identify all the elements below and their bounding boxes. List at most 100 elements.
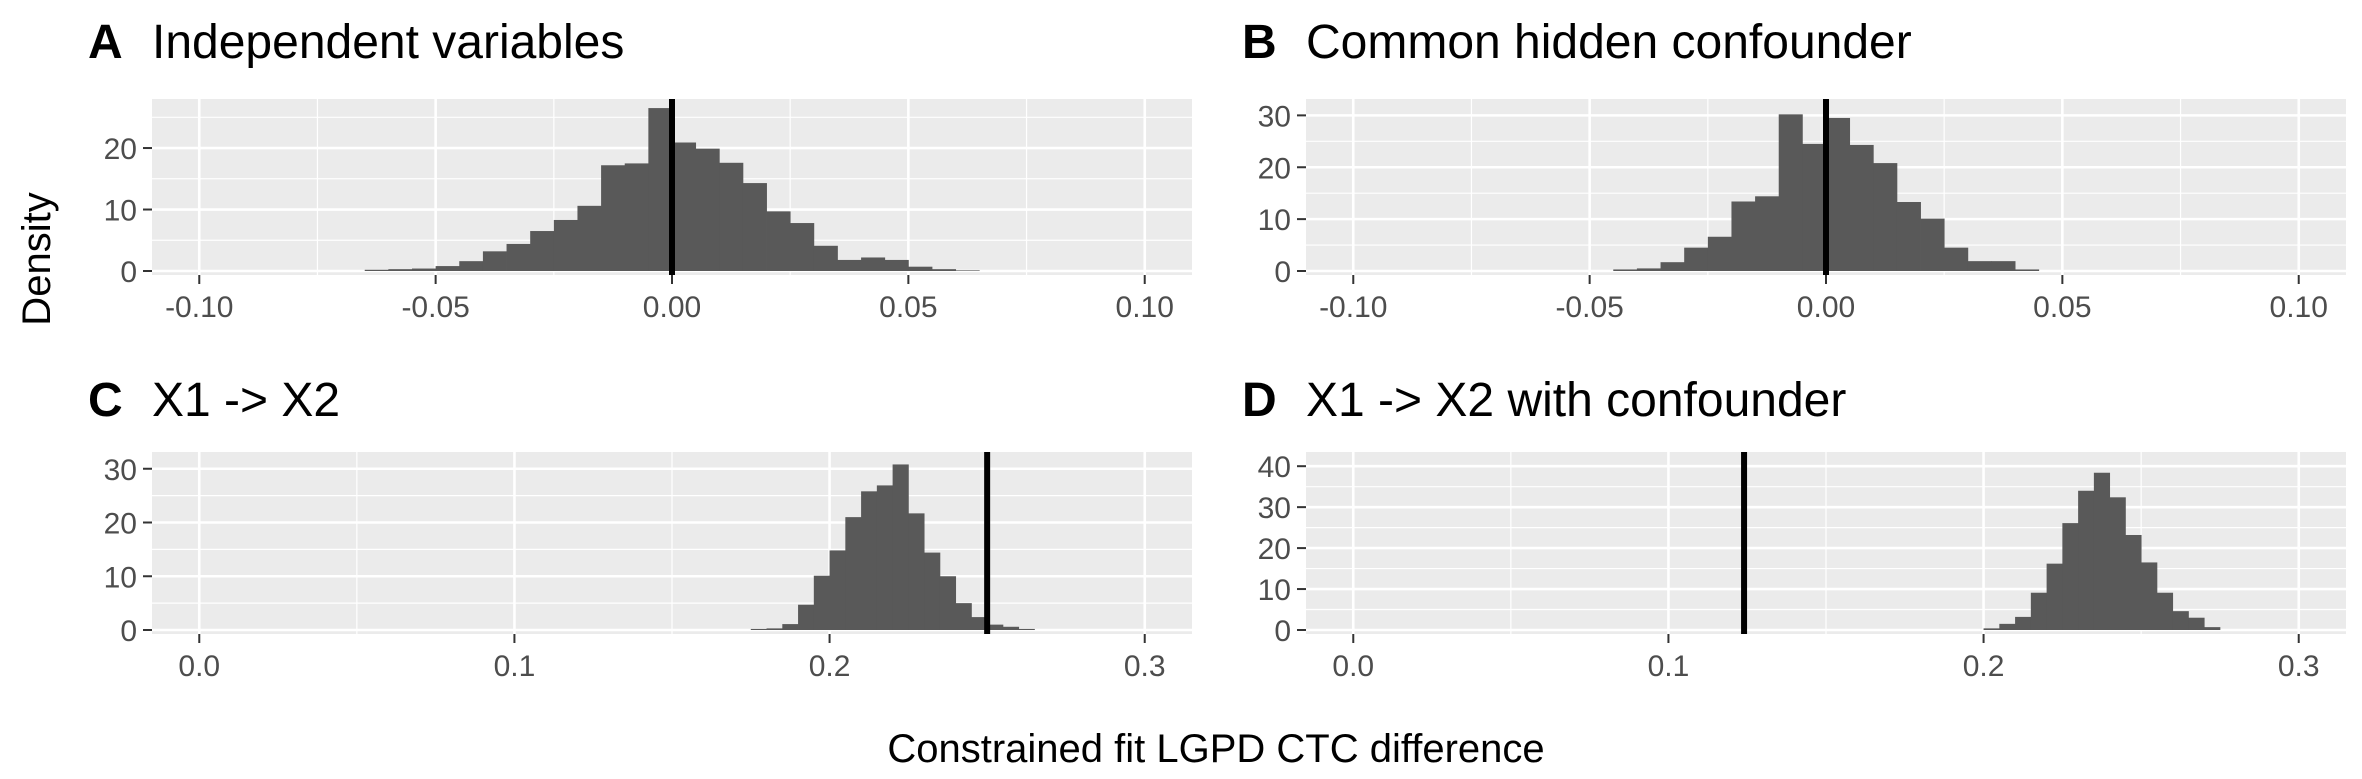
panel-a-histogram-bar [364, 269, 389, 271]
panel-d-histogram-bar [2204, 627, 2221, 630]
panel-d-x-tick-label: 0.3 [2278, 650, 2320, 683]
panel-a-histogram-bar [884, 259, 909, 271]
panel-c-y-tick-label: 0 [120, 615, 137, 648]
panel-c-histogram-bar [782, 624, 799, 630]
panel-a-x-tick-label: 0.05 [879, 291, 937, 324]
panel-d-y-tick-label: 0 [1274, 615, 1291, 648]
panel-a-histogram-bar [813, 245, 838, 271]
panel-c-histogram-bar [813, 575, 830, 630]
panel-c-histogram-bar [829, 550, 846, 630]
panel-b-x-tick-label: 0.00 [1797, 291, 1855, 324]
panel-a-histogram-bar [459, 261, 484, 271]
panel-a-histogram-bar [388, 269, 413, 271]
panel-d-histogram-bar [2125, 534, 2142, 630]
panel-d-x-tick-label: 0.0 [1332, 650, 1374, 683]
panel-b-histogram-bar [1731, 201, 1756, 271]
panel-b: 0 10 20 30 -0.10 -0.05 0.00 0.05 0.10 B Common hid… [1242, 16, 2346, 324]
panel-b-histogram-bar [1920, 218, 1945, 271]
panel-a-y-tick-label: 0 [120, 256, 137, 289]
panel-a-histogram-bar [861, 257, 886, 271]
panel-b-y-tick-label: 30 [1258, 100, 1291, 133]
panel-c-x-tick-label: 0.2 [809, 650, 851, 683]
panel-a-histogram-bar [412, 268, 437, 271]
panel-a-histogram-bar [837, 259, 862, 271]
panel-b-histogram-bar [1991, 261, 2016, 271]
panel-c-histogram-bar [908, 513, 925, 630]
panel-b-title: Common hidden confounder [1306, 16, 1912, 69]
panel-a-histogram-bar [530, 231, 555, 271]
panel-d-histogram-bar [1983, 628, 2000, 630]
panel-b-histogram-bar [1707, 236, 1732, 271]
panel-d-histogram-bar [2093, 472, 2111, 630]
panel-b-histogram-bar [1896, 202, 1921, 271]
panel-a-title: Independent variables [152, 16, 624, 69]
panel-b-histogram-bar [1967, 261, 1992, 271]
panel-c-histogram-bar [1018, 628, 1035, 630]
panel-b-x-tick-label: -0.05 [1555, 291, 1623, 324]
x-axis-label: Constrained fit LGPD CTC difference [887, 727, 1544, 771]
panel-d-letter: D [1242, 374, 1277, 427]
panel-b-histogram-bar [1755, 196, 1780, 271]
panel-d-histogram-bar [2172, 611, 2189, 630]
panel-a-histogram-bar [742, 183, 767, 271]
panel-c-y-tick-label: 20 [104, 508, 137, 541]
panel-d-histogram-bar [1999, 623, 2016, 630]
panel-b-histogram-bar [1849, 144, 1874, 271]
panel-c-histogram-bar [939, 576, 957, 630]
panel-d: 0 10 20 30 40 0.0 0.1 0.2 0.3 D X1 -> X2 with conf… [1242, 374, 2346, 683]
panel-b-x-tick-label: 0.10 [2270, 291, 2328, 324]
panel-b-histogram-bar [1944, 247, 1969, 271]
panel-a-histogram-bar [955, 270, 980, 271]
panel-a-histogram-bar [482, 251, 507, 271]
panel-a-y-tick-label: 20 [104, 133, 137, 166]
panel-a-y-tick-label: 10 [104, 195, 137, 228]
panel-b-histogram-bar [1826, 117, 1851, 271]
panel-d-histogram-bar [2156, 592, 2174, 630]
panel-b-y-tick-label: 10 [1258, 204, 1291, 237]
panel-c-letter: C [88, 374, 123, 427]
panel-c: 0 10 20 30 0.0 0.1 0.2 0.3 C X1 -> X2 [88, 374, 1192, 683]
panel-c-histogram-bar [987, 624, 1004, 630]
panel-a-x-tick-label: 0.10 [1116, 291, 1174, 324]
panel-c-y-tick-label: 30 [104, 454, 137, 487]
panel-c-histogram-bar [750, 628, 767, 630]
panel-c-histogram-bar [924, 552, 941, 630]
panel-a-x-tick-label: -0.05 [401, 291, 469, 324]
panel-d-y-tick-label: 10 [1258, 574, 1291, 607]
panel-b-histogram-bar [2015, 269, 2040, 271]
panel-a-histogram-bar [766, 211, 791, 271]
panel-c-histogram-bar [955, 603, 972, 630]
panel-b-letter: B [1242, 16, 1277, 69]
panel-c-y-tick-label: 10 [104, 561, 137, 594]
panel-c-histogram-bar [766, 628, 783, 630]
panel-a: 0 10 20 -0.10 -0.05 0.00 0.05 0.10 A Independent … [88, 16, 1192, 324]
panel-a-x-tick-label: -0.10 [165, 291, 233, 324]
panel-d-histogram-bar [2046, 563, 2063, 630]
panel-c-histogram-bar [861, 491, 878, 630]
panel-a-histogram-bar [932, 269, 957, 271]
panel-b-y-tick-label: 20 [1258, 152, 1291, 185]
panel-c-histogram-bar [1002, 626, 1020, 630]
panel-a-histogram-bar [435, 266, 460, 271]
panel-b-histogram-bar [1873, 163, 1898, 271]
panel-a-histogram-bar [601, 165, 626, 271]
panel-b-histogram-bar [1802, 143, 1827, 271]
panel-a-histogram-bar [719, 162, 744, 271]
panel-d-x-tick-label: 0.1 [1648, 650, 1690, 683]
y-axis-label: Density [15, 192, 59, 325]
panel-d-histogram-bar [2030, 592, 2048, 630]
panel-a-histogram-bar [624, 163, 649, 271]
panel-b-histogram-bar [1684, 247, 1709, 271]
panel-c-histogram-bar [876, 485, 894, 630]
panel-a-histogram-bar [553, 219, 578, 271]
panel-a-histogram-bar [908, 266, 933, 271]
panel-c-histogram-bar [845, 517, 862, 630]
panel-b-histogram-bar [1636, 268, 1661, 271]
panel-c-histogram-bar [798, 604, 815, 630]
panel-d-y-tick-label: 30 [1258, 492, 1291, 525]
panel-b-histogram-bar [1778, 114, 1803, 272]
panel-a-histogram-bar [790, 223, 815, 271]
panel-b-y-tick-label: 0 [1274, 256, 1291, 289]
